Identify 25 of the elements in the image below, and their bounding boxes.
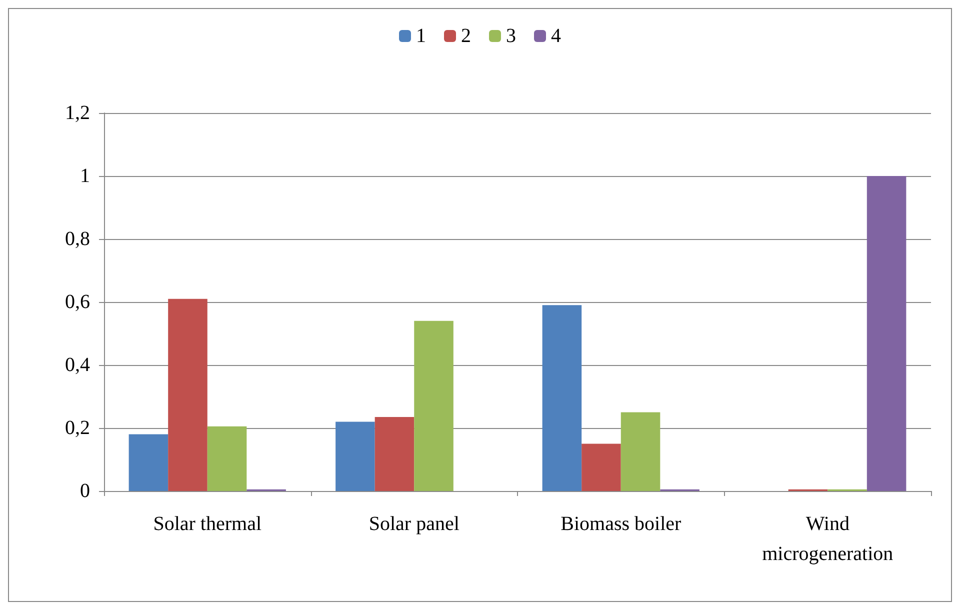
bar — [414, 320, 454, 491]
bar — [866, 176, 906, 491]
bar — [542, 305, 582, 491]
legend-label: 1 — [416, 25, 426, 47]
x-tick-label: Wind microgeneration — [762, 513, 894, 565]
bar — [128, 434, 168, 491]
y-tick-label: 0,6 — [65, 291, 90, 313]
y-tick-label: 0,8 — [65, 228, 90, 250]
x-tick-label: Biomass boiler — [560, 513, 682, 535]
bar — [207, 426, 247, 491]
y-tick-label: 0,2 — [65, 417, 90, 439]
bar — [582, 444, 621, 491]
bar — [168, 298, 208, 491]
bar — [336, 422, 375, 491]
legend-label: 4 — [551, 25, 561, 47]
y-tick-label: 0 — [80, 480, 90, 502]
y-tick-label: 1 — [80, 165, 90, 187]
bar — [620, 412, 660, 491]
y-tick-label: 1,2 — [65, 102, 90, 124]
bar — [374, 416, 414, 491]
legend-label: 3 — [506, 25, 516, 47]
y-tick-label: 0,4 — [65, 354, 90, 376]
x-tick-label: Solar panel — [368, 513, 460, 535]
legend-label: 2 — [461, 25, 471, 47]
x-tick-label: Solar thermal — [153, 513, 262, 535]
